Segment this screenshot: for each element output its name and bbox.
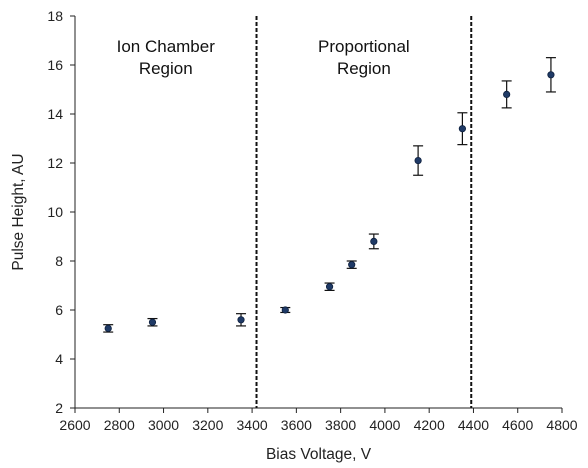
y-tick-label: 2 [55,400,63,416]
y-tick-label: 14 [47,106,63,122]
x-tick-label: 4800 [546,417,577,433]
x-tick-label: 2600 [59,417,90,433]
x-tick-label: 3000 [148,417,179,433]
x-tick-label: 2800 [104,417,135,433]
data-point [104,324,112,332]
data-point-group [457,112,468,146]
data-marks [103,57,556,333]
data-point-group [545,57,556,93]
data-point-group [324,282,335,291]
x-tick-label: 4600 [502,417,533,433]
x-tick-label: 3800 [325,417,356,433]
data-point-group [280,306,291,314]
y-tick-label: 12 [47,155,63,171]
data-point [458,125,466,133]
region-label: Proportional [318,37,410,56]
y-tick-label: 4 [55,351,63,367]
y-tick-label: 16 [47,57,63,73]
region-label: Region [337,59,391,78]
y-tick-label: 10 [47,204,63,220]
data-point [503,90,511,99]
y-tick-label: 18 [47,8,63,24]
data-point [237,316,245,324]
data-point [370,237,378,245]
x-axis-title: Bias Voltage, V [266,446,372,463]
x-tick-label: 3600 [281,417,312,433]
data-point-group [103,324,114,333]
x-tick-label: 4200 [414,417,445,433]
data-point [547,71,555,79]
data-point-group [501,80,512,109]
data-point-group [236,313,247,327]
region-label: Region [139,59,193,78]
data-point-group [147,317,158,327]
data-point-group [346,260,357,269]
x-tick-label: 4400 [458,417,489,433]
data-point [281,306,289,314]
y-tick-label: 6 [55,302,63,318]
data-point-group [368,233,379,250]
data-point [348,261,356,269]
y-axis: 2 4 6 8 10 12 14 16 18 [47,8,76,416]
data-point-group [413,145,424,176]
data-point [148,318,157,326]
y-tick-label: 8 [55,253,63,269]
x-axis: 2600 2800 3000 3200 3400 3600 3800 4000 4200 4400… [59,407,578,433]
y-axis-title: Pulse Height, AU [10,153,27,270]
data-point [325,283,334,291]
x-tick-label: 4000 [369,417,400,433]
x-tick-label: 3200 [192,417,223,433]
x-tick-label: 3400 [237,417,268,433]
region-annotations: Ion Chamber Region Proportional Region [117,16,473,408]
data-point [414,156,422,165]
region-label: Ion Chamber [117,37,216,56]
